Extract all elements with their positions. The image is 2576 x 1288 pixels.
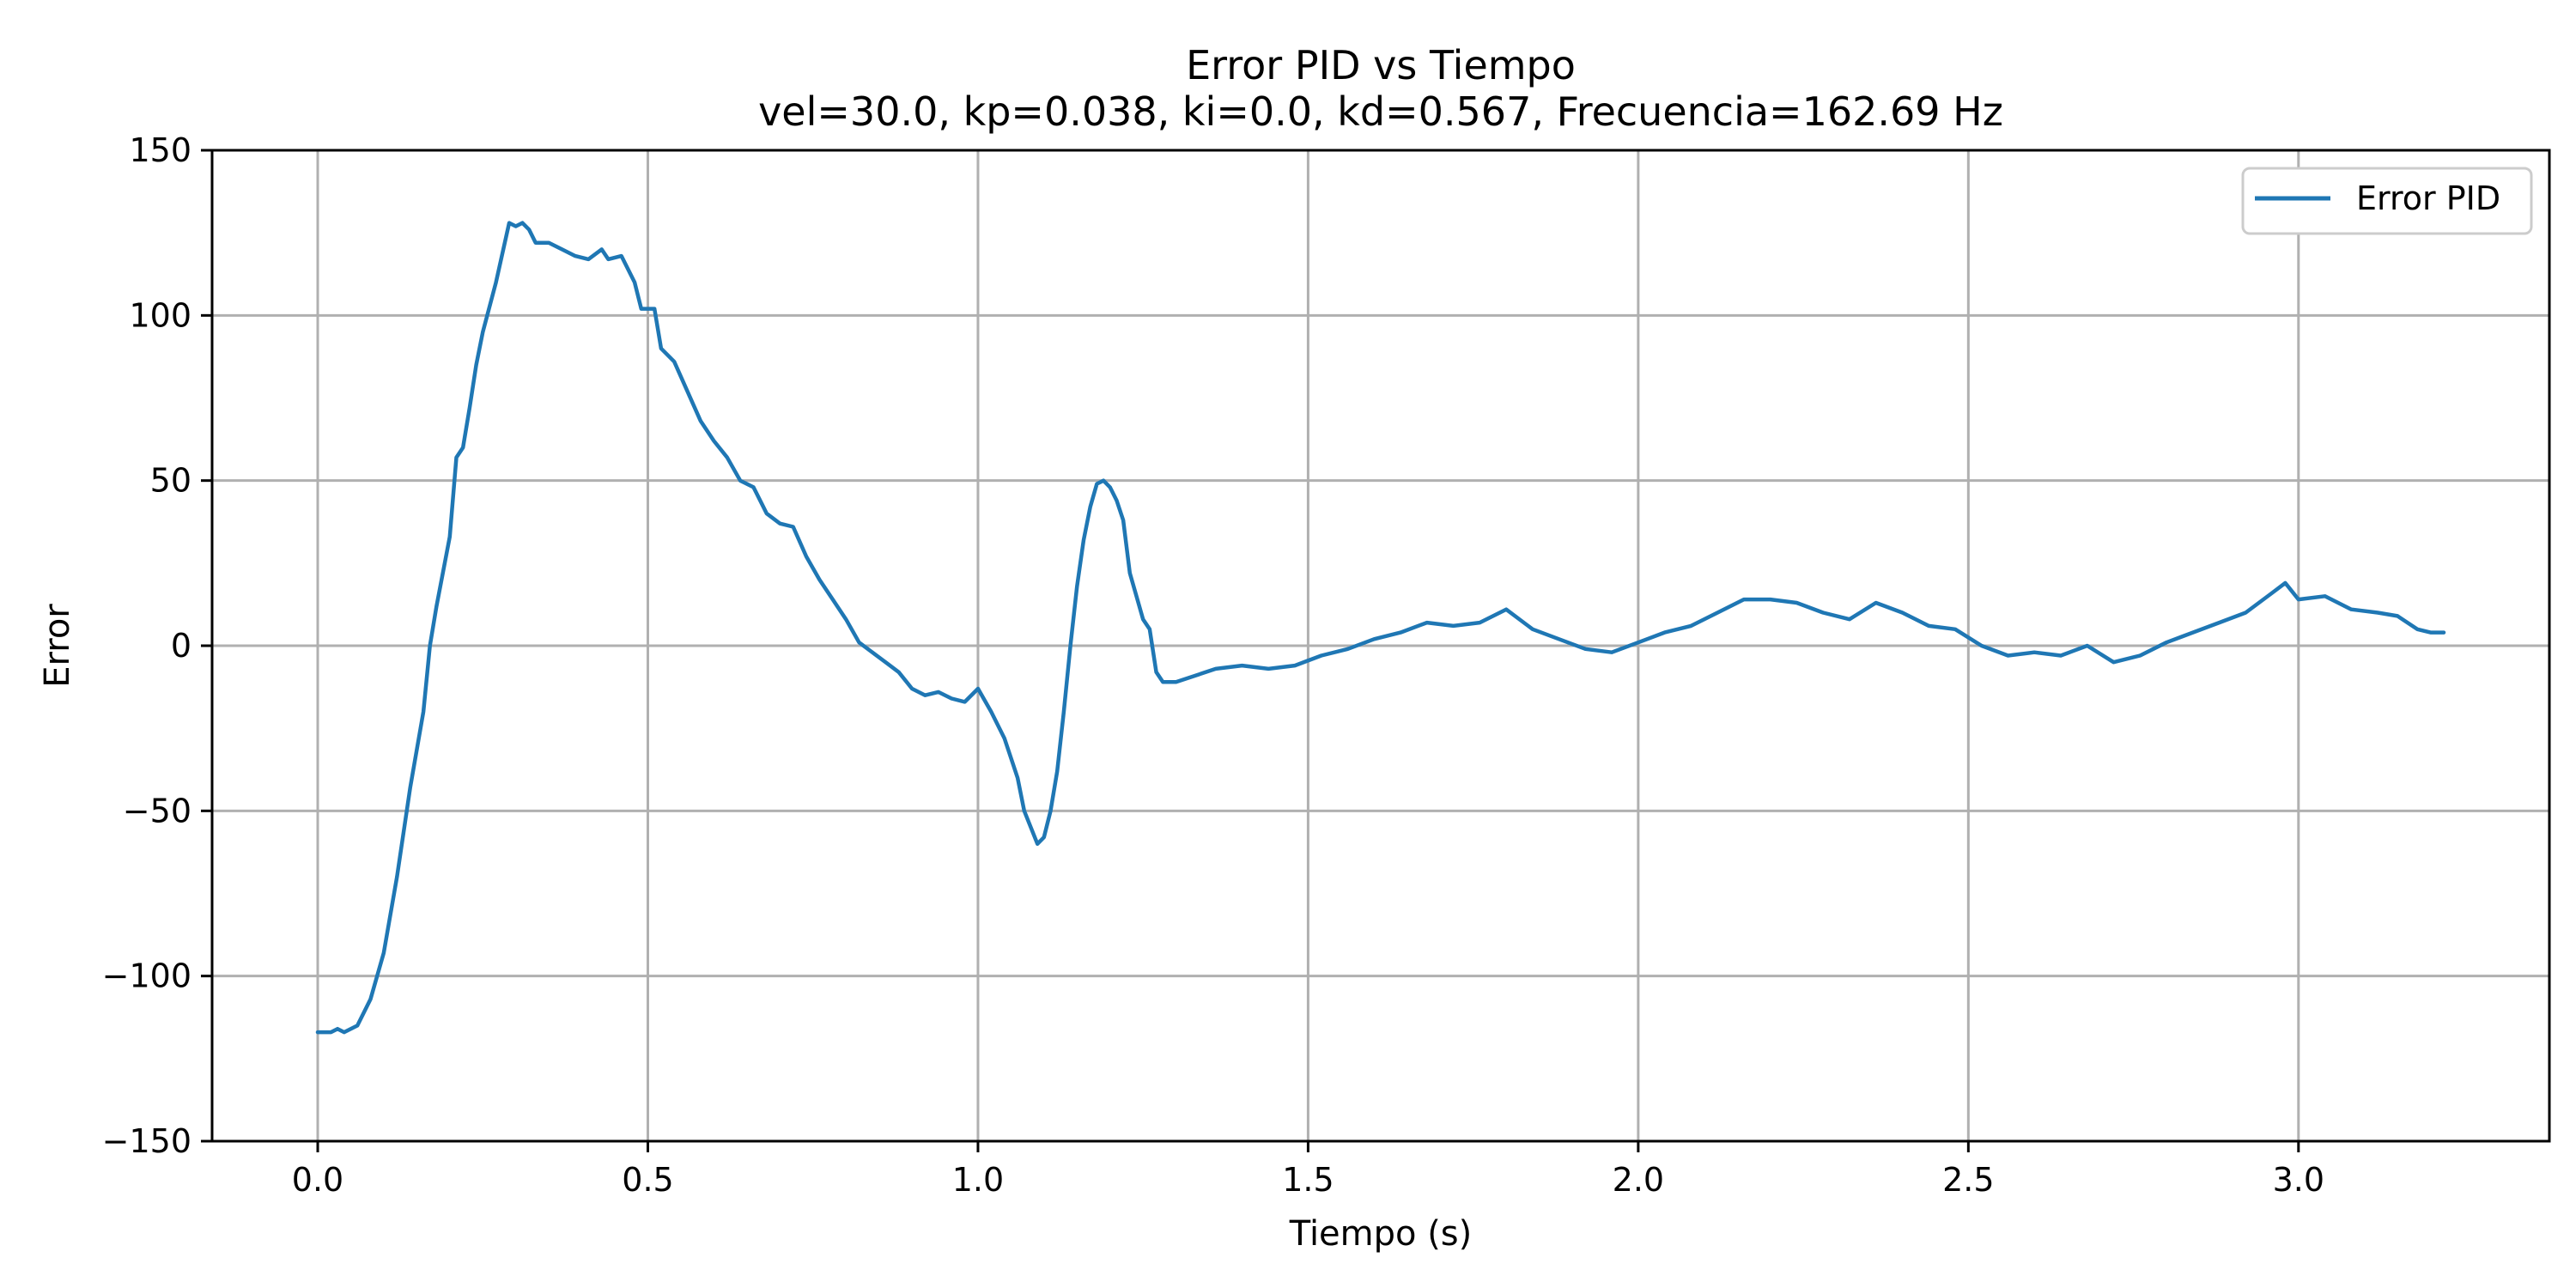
y-tick-label: −100 [102,957,191,995]
x-tick-label: 0.5 [622,1161,673,1199]
y-tick-label: −150 [102,1122,191,1160]
chart-subtitle: vel=30.0, kp=0.038, ki=0.0, kd=0.567, Fr… [758,88,2003,135]
ticks: 0.0 0.5 1.0 1.5 2.0 2.5 3.0 −150 −100 −50 0 50 100 15… [102,131,2324,1199]
chart-title: Error PID vs Tiempo [1186,42,1576,88]
x-tick-label: 2.5 [1942,1161,1994,1199]
y-axis-label: Error [38,604,77,688]
y-tick-label: 100 [129,296,191,334]
x-tick-label: 1.0 [952,1161,1004,1199]
series-layer [315,221,2446,1035]
legend-box [2241,167,2533,235]
y-tick-label: 150 [129,131,191,169]
y-tick-label: −50 [123,792,191,829]
y-tick-label: 50 [150,462,191,500]
series-line-error-pid [315,221,2446,1035]
legend-label-error-pid: Error PID [2356,179,2500,217]
x-axis-label: Tiempo (s) [1289,1214,1473,1254]
x-tick-label: 1.5 [1282,1161,1334,1199]
legend: Error PID [2241,167,2533,235]
y-tick-label: 0 [171,627,191,665]
x-tick-label: 0.0 [292,1161,343,1199]
x-tick-label: 3.0 [2273,1161,2324,1199]
x-tick-label: 2.0 [1613,1161,1664,1199]
